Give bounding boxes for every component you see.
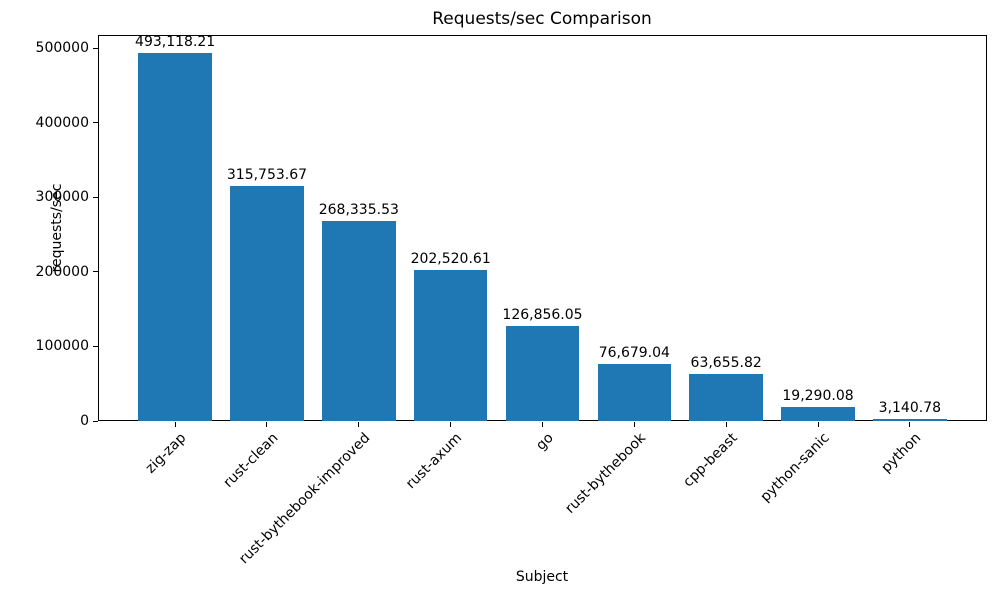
x-tick-label-cpp-beast: cpp-beast (680, 430, 741, 491)
x-axis-label: Subject (515, 569, 569, 585)
y-tick-mark (93, 271, 98, 273)
bar-value-label: 126,856.05 (502, 307, 583, 324)
bar-python (873, 418, 947, 421)
y-tick-label: 400000 (35, 114, 89, 131)
y-tick-label: 200000 (35, 263, 89, 280)
chart-title: Requests/sec Comparison (432, 9, 652, 29)
x-tick-mark (817, 422, 819, 427)
bar-value-label: 63,655.82 (690, 354, 762, 371)
bar-rust-bythebook-improved (322, 220, 396, 421)
x-tick-label-python-sanic: python-sanic (757, 430, 833, 506)
bar-cpp-beast (689, 373, 763, 421)
bar-python-sanic (781, 406, 855, 421)
x-tick-mark (358, 422, 360, 427)
x-tick-mark (450, 422, 452, 427)
y-tick-mark (93, 345, 98, 347)
y-tick-mark (93, 196, 98, 198)
x-tick-mark (542, 422, 543, 427)
x-tick-mark (633, 422, 635, 427)
y-tick-label: 100000 (35, 338, 89, 355)
y-tick-label: 500000 (35, 40, 89, 57)
x-tick-mark (909, 422, 911, 427)
y-tick-label: 300000 (35, 189, 89, 206)
x-tick-label-python: python (878, 430, 925, 476)
bar-value-label: 493,118.21 (135, 34, 216, 51)
bar-value-label: 3,140.78 (878, 399, 942, 416)
bar-value-label: 315,753.67 (226, 166, 308, 183)
bar-rust-clean (230, 185, 304, 421)
x-tick-mark (266, 422, 268, 427)
bar-value-label: 202,520.61 (410, 251, 491, 268)
x-tick-label-rust-bythebook: rust-bythebook (561, 430, 649, 517)
x-tick-label-rust-axum: rust-axum (402, 430, 465, 493)
x-tick-label-go: go (533, 430, 557, 454)
bar-value-label: 76,679.04 (598, 344, 670, 361)
x-tick-label-zig-zap: zig-zap (142, 430, 190, 477)
bar-go (505, 326, 580, 421)
bar-rust-axum (413, 270, 488, 421)
y-tick-label: 0 (80, 413, 89, 429)
y-tick-mark (93, 47, 98, 49)
bar-rust-bythebook (597, 363, 672, 421)
x-tick-mark (725, 422, 727, 427)
x-tick-label-rust-clean: rust-clean (220, 430, 282, 491)
bar-value-label: 268,335.53 (318, 201, 399, 218)
x-tick-mark (174, 422, 176, 427)
y-tick-mark (93, 122, 98, 124)
bar-value-label: 19,290.08 (782, 387, 854, 404)
y-tick-mark (93, 420, 98, 422)
bar-zig-zap (138, 53, 212, 421)
